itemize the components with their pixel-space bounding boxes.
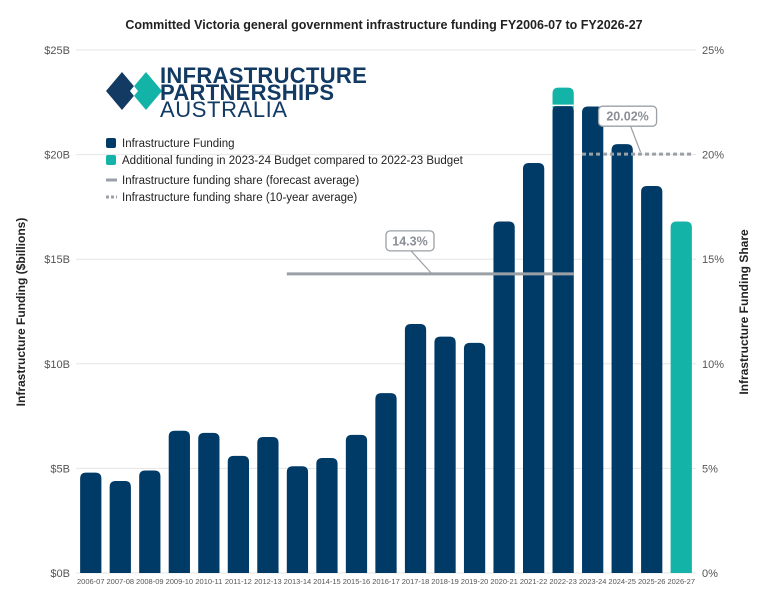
- bar-funding: [139, 470, 161, 573]
- y2-tick-label: 15%: [702, 254, 724, 266]
- bar-funding: [434, 336, 456, 573]
- x-tick-label: 2020-21: [490, 577, 518, 586]
- bar-funding: [404, 324, 427, 573]
- ten-year-callout-leader: [630, 125, 642, 153]
- bar-funding: [109, 480, 131, 573]
- bar-funding: [522, 162, 545, 573]
- logo-mark-right: [130, 72, 162, 110]
- y2-tick-label: 5%: [702, 463, 718, 475]
- y-tick-label: $10B: [44, 359, 70, 371]
- x-tick-label: 2007-08: [107, 577, 135, 586]
- x-tick-label: 2022-23: [549, 577, 577, 586]
- x-tick-label: 2015-16: [343, 577, 371, 586]
- logo: INFRASTRUCTURE PARTNERSHIPS AUSTRALIA: [106, 63, 367, 122]
- x-tick-label: 2026-27: [667, 577, 695, 586]
- y-tick-label: $15B: [44, 254, 70, 266]
- x-tick-label: 2009-10: [166, 577, 194, 586]
- y-tick-label: $25B: [44, 45, 70, 57]
- forecast-callout-label: 14.3%: [392, 234, 427, 248]
- forecast-callout-leader: [410, 250, 432, 274]
- y2-tick-label: 10%: [702, 359, 724, 371]
- x-tick-label: 2006-07: [77, 577, 105, 586]
- bar-funding: [198, 432, 220, 573]
- legend: Infrastructure Funding Additional fundin…: [106, 138, 464, 204]
- legend-label-forecast: Infrastructure funding share (forecast a…: [122, 175, 359, 187]
- left-axis-ticks: $0B $5B $10B $15B $20B $25B: [44, 45, 70, 580]
- bar-funding: [641, 185, 663, 574]
- x-tick-label: 2008-09: [136, 577, 164, 586]
- y2-tick-label: 20%: [702, 150, 724, 162]
- y2-axis-title: Infrastructure Funding Share: [737, 229, 751, 395]
- x-axis-ticks: 2006-07 2007-08 2008-09 2009-10 2010-11 2011-…: [77, 577, 695, 586]
- right-axis-ticks: 0% 5% 10% 15% 20% 25%: [702, 45, 724, 580]
- y-tick-label: $0B: [50, 568, 70, 580]
- legend-swatch-additional: [106, 155, 116, 165]
- x-tick-label: 2017-18: [402, 577, 430, 586]
- ten-year-callout-label: 20.02%: [606, 110, 648, 124]
- y2-tick-label: 0%: [702, 568, 718, 580]
- x-tick-label: 2024-25: [608, 577, 636, 586]
- y-axis-title: Infrastructure Funding ($billions): [14, 218, 28, 407]
- bar-funding: [493, 221, 515, 573]
- bar-funding: [227, 455, 250, 573]
- x-tick-label: 2012-13: [254, 577, 282, 586]
- bar-funding: [582, 106, 604, 573]
- y-tick-label: $5B: [50, 463, 70, 475]
- ten-year-callout-box: [597, 105, 658, 127]
- bar-additional: [670, 221, 692, 573]
- x-tick-label: 2023-24: [579, 577, 607, 586]
- reference-lines: 14.3% 20.02%: [286, 105, 692, 276]
- logo-mark-center: [130, 86, 138, 96]
- x-tick-label: 2021-22: [520, 577, 548, 586]
- logo-line-3: AUSTRALIA: [160, 97, 288, 122]
- bar-additional: [552, 87, 574, 109]
- bar-funding: [168, 430, 190, 573]
- bar-funding: [345, 434, 368, 573]
- x-tick-label: 2019-20: [461, 577, 489, 586]
- chart-title: Committed Victoria general government in…: [125, 18, 642, 32]
- y2-tick-label: 25%: [702, 45, 724, 57]
- x-tick-label: 2013-14: [284, 577, 312, 586]
- x-tick-label: 2011-12: [225, 577, 252, 586]
- x-tick-label: 2018-19: [431, 577, 459, 586]
- bar-funding: [611, 144, 633, 573]
- bar-funding: [463, 342, 486, 573]
- x-tick-label: 2016-17: [372, 577, 400, 586]
- logo-mark-left: [106, 72, 138, 110]
- legend-label-average: Infrastructure funding share (10-year av…: [122, 192, 357, 204]
- legend-swatch-funding: [106, 138, 116, 148]
- bar-funding: [316, 457, 338, 573]
- x-tick-label: 2014-15: [313, 577, 341, 586]
- bars: [80, 87, 692, 574]
- bar-funding: [257, 437, 279, 573]
- x-tick-label: 2025-26: [638, 577, 666, 586]
- bar-funding: [80, 472, 102, 573]
- bar-funding: [375, 393, 397, 573]
- bar-funding: [286, 466, 309, 573]
- x-tick-label: 2010-11: [195, 577, 222, 586]
- legend-label-funding: Infrastructure Funding: [122, 138, 235, 150]
- y-tick-label: $20B: [44, 150, 70, 162]
- logo-line-2: PARTNERSHIPS: [160, 80, 334, 105]
- legend-label-additional: Additional funding in 2023-24 Budget com…: [122, 155, 464, 167]
- bar-funding: [552, 105, 574, 573]
- forecast-callout-box: [385, 230, 435, 252]
- logo-line-1: INFRASTRUCTURE: [160, 63, 367, 88]
